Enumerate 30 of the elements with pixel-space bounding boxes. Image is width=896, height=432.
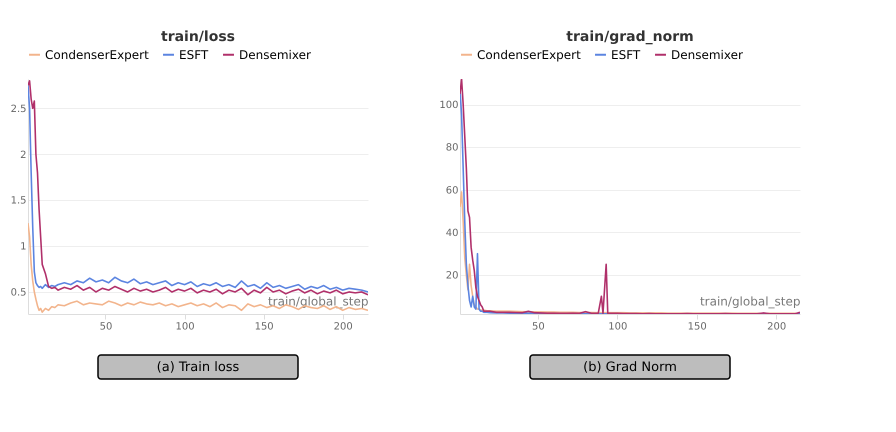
y-tick-label: 1 xyxy=(20,242,26,253)
y-tick-label: 40 xyxy=(446,228,458,239)
y-tick-label: 20 xyxy=(446,270,458,282)
chart-title: train/grad_norm xyxy=(566,29,694,45)
x-tick-label: 100 xyxy=(608,322,628,332)
x-tick-label: 150 xyxy=(688,322,707,332)
x-tick-label: 200 xyxy=(767,322,786,332)
x-tick-label: 50 xyxy=(100,322,112,332)
x-tick-label: 100 xyxy=(176,322,195,332)
legend-label: ESFT xyxy=(611,48,641,62)
legend-label: ESFT xyxy=(179,48,209,62)
x-tick-label: 200 xyxy=(334,322,353,332)
y-tick-label: 100 xyxy=(439,100,458,112)
y-tick-label: 0.5 xyxy=(10,287,26,298)
legend-label: CondenserExpert xyxy=(477,48,582,62)
x-axis-title: train/global_step xyxy=(268,294,368,308)
chart-title: train/loss xyxy=(160,29,236,45)
legend-label: Densemixer xyxy=(239,48,311,62)
y-tick-label: 1.5 xyxy=(10,196,26,207)
legend-label: CondenserExpert xyxy=(45,48,150,62)
text: (a) Train loss xyxy=(156,360,240,375)
y-tick-label: 80 xyxy=(446,142,458,154)
y-tick-label: 2 xyxy=(20,150,26,161)
legend-label: Densemixer xyxy=(671,48,743,62)
x-axis-title: train/global_step xyxy=(700,294,800,308)
text: (b) Grad Norm xyxy=(583,360,677,375)
y-tick-label: 2.5 xyxy=(10,104,26,115)
y-tick-label: 60 xyxy=(446,185,458,196)
x-tick-label: 50 xyxy=(532,322,545,332)
x-tick-label: 150 xyxy=(254,322,274,332)
